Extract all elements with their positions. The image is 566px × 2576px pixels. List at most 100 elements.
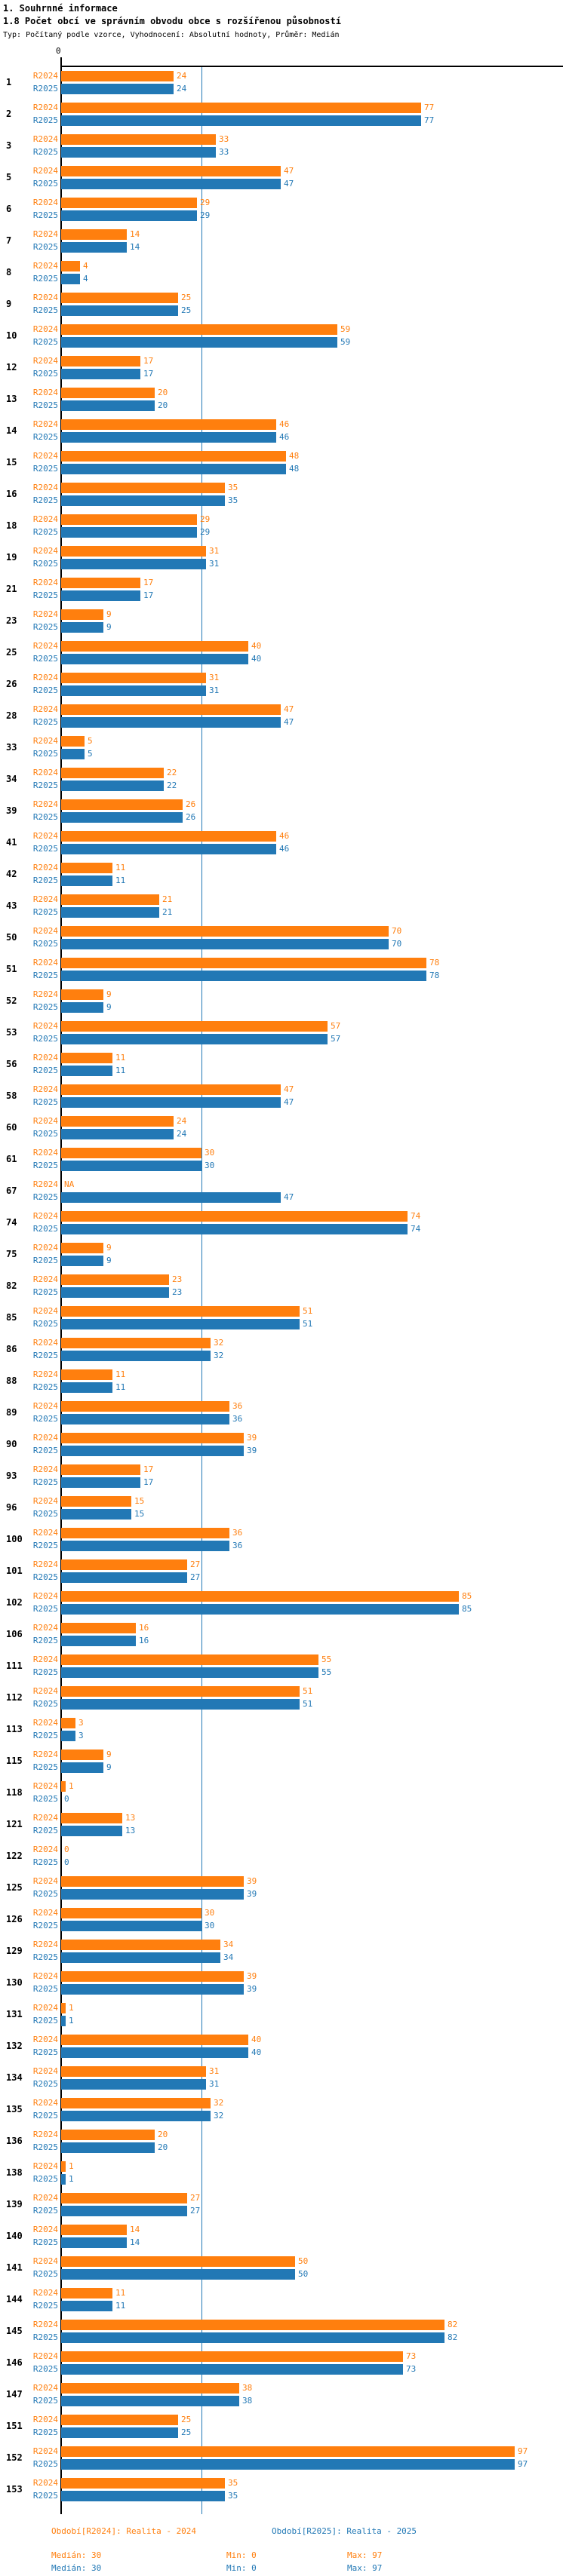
bar-r2025 (61, 1446, 244, 1456)
value-label-r2024: 39 (247, 1433, 257, 1443)
value-label-r2025: 5 (88, 749, 93, 759)
bar-group: 21 R2024 17 R2025 17 (0, 578, 566, 601)
bar-r2024 (61, 1528, 229, 1538)
series-label-r2025: R2025 (32, 1636, 58, 1645)
series-label-r2025: R2025 (32, 1921, 58, 1930)
series-label-r2024: R2024 (32, 673, 58, 682)
value-label-r2024: 11 (115, 1369, 126, 1379)
bar-r2025 (61, 464, 286, 474)
bar-r2025 (61, 337, 337, 348)
bar-r2025 (61, 1699, 300, 1710)
value-label-r2025: 13 (125, 1826, 136, 1835)
series-label-r2025: R2025 (32, 1097, 58, 1107)
series-label-r2025: R2025 (32, 1699, 58, 1709)
bar-r2024 (61, 1686, 300, 1697)
value-label-r2025: 20 (158, 2142, 168, 2152)
series-label-r2024: R2024 (32, 1179, 58, 1189)
series-label-r2024: R2024 (32, 1496, 58, 1506)
value-label-r2024: 32 (214, 2098, 224, 2108)
bar-group: 34 R2024 22 R2025 22 (0, 768, 566, 791)
category-label: 146 (6, 2357, 23, 2368)
series-label-r2024: R2024 (32, 419, 58, 429)
series-label-r2025: R2025 (32, 2301, 58, 2311)
value-label-r2024: 0 (64, 1845, 69, 1854)
series-label-r2025: R2025 (32, 971, 58, 980)
bar-group: 141 R2024 50 R2025 50 (0, 2256, 566, 2280)
bar-r2024 (61, 1369, 112, 1380)
bar-group: 139 R2024 27 R2025 27 (0, 2193, 566, 2216)
value-label-r2025: 4 (83, 274, 88, 284)
series-label-r2025: R2025 (32, 2396, 58, 2406)
value-label-r2024: 30 (205, 1908, 215, 1918)
series-label-r2025: R2025 (32, 1952, 58, 1962)
bar-group: 51 R2024 78 R2025 78 (0, 958, 566, 981)
bar-group: 6 R2024 29 R2025 29 (0, 198, 566, 221)
bar-r2025 (61, 179, 281, 189)
bar-r2024 (61, 1021, 328, 1032)
series-label-r2025: R2025 (32, 1826, 58, 1835)
bar-r2025 (61, 2142, 155, 2153)
legend-entry-r2024: Období[R2024]: Realita - 2024 (51, 2526, 197, 2536)
series-label-r2024: R2024 (32, 134, 58, 144)
bar-group: 131 R2024 1 R2025 1 (0, 2003, 566, 2026)
series-label-r2025: R2025 (32, 2332, 58, 2342)
category-label: 125 (6, 1882, 23, 1893)
bar-r2025 (61, 590, 140, 601)
bar-r2024 (61, 736, 85, 747)
bar-r2024 (61, 261, 80, 271)
series-label-r2024: R2024 (32, 1306, 58, 1316)
bar-r2024 (61, 1940, 220, 1950)
bar-r2025 (61, 2016, 66, 2026)
bar-r2024 (61, 831, 276, 842)
value-label-r2025: 36 (232, 1541, 243, 1550)
value-label-r2024: 20 (158, 2130, 168, 2139)
bar-group: 41 R2024 46 R2025 46 (0, 831, 566, 854)
series-label-r2024: R2024 (32, 799, 58, 809)
value-label-r2025: 0 (64, 1794, 69, 1804)
bar-group: 130 R2024 39 R2025 39 (0, 1971, 566, 1995)
bar-group: 100 R2024 36 R2025 36 (0, 1528, 566, 1551)
series-label-r2024: R2024 (32, 1971, 58, 1981)
series-label-r2024: R2024 (32, 1940, 58, 1949)
value-label-r2025: 46 (279, 844, 290, 854)
series-label-r2024: R2024 (32, 356, 58, 366)
series-label-r2024: R2024 (32, 1908, 58, 1918)
value-label-r2024: 57 (331, 1021, 341, 1031)
bar-r2024 (61, 641, 248, 652)
series-label-r2025: R2025 (32, 1731, 58, 1740)
value-label-r2024: 47 (284, 704, 294, 714)
bar-r2025 (61, 1034, 328, 1044)
series-label-r2024: R2024 (32, 2415, 58, 2424)
value-label-r2024: 77 (424, 103, 435, 112)
bar-r2025 (61, 1762, 103, 1773)
bar-group: 28 R2024 47 R2025 47 (0, 704, 566, 728)
category-label: 16 (6, 489, 17, 499)
value-label-r2024: 97 (518, 2446, 528, 2456)
series-label-r2024: R2024 (32, 1053, 58, 1063)
value-label-r2024: 31 (209, 673, 220, 682)
series-label-r2024: R2024 (32, 1211, 58, 1221)
series-label-r2024: R2024 (32, 1148, 58, 1158)
bar-r2024 (61, 1750, 103, 1760)
series-label-r2024: R2024 (32, 2193, 58, 2203)
category-label: 3 (6, 140, 12, 151)
value-label-r2024: 78 (429, 958, 440, 968)
bar-group: 75 R2024 9 R2025 9 (0, 1243, 566, 1266)
series-label-r2024: R2024 (32, 2351, 58, 2361)
bar-r2024 (61, 958, 426, 968)
page-title: 1. Souhrnné informace (3, 3, 118, 14)
bar-group: 43 R2024 21 R2025 21 (0, 894, 566, 918)
bar-r2024 (61, 1464, 140, 1475)
value-label-r2025: 24 (177, 1129, 187, 1139)
value-label-r2025: 35 (228, 2491, 238, 2501)
series-label-r2025: R2025 (32, 654, 58, 664)
category-label: 15 (6, 457, 17, 468)
value-label-r2025: 47 (284, 1192, 294, 1202)
series-label-r2025: R2025 (32, 1667, 58, 1677)
series-label-r2025: R2025 (32, 1034, 58, 1044)
bar-group: 135 R2024 32 R2025 32 (0, 2098, 566, 2121)
value-label-r2025: 32 (214, 1351, 224, 1360)
series-label-r2025: R2025 (32, 274, 58, 284)
bar-r2025 (61, 1256, 103, 1266)
category-label: 101 (6, 1566, 23, 1576)
